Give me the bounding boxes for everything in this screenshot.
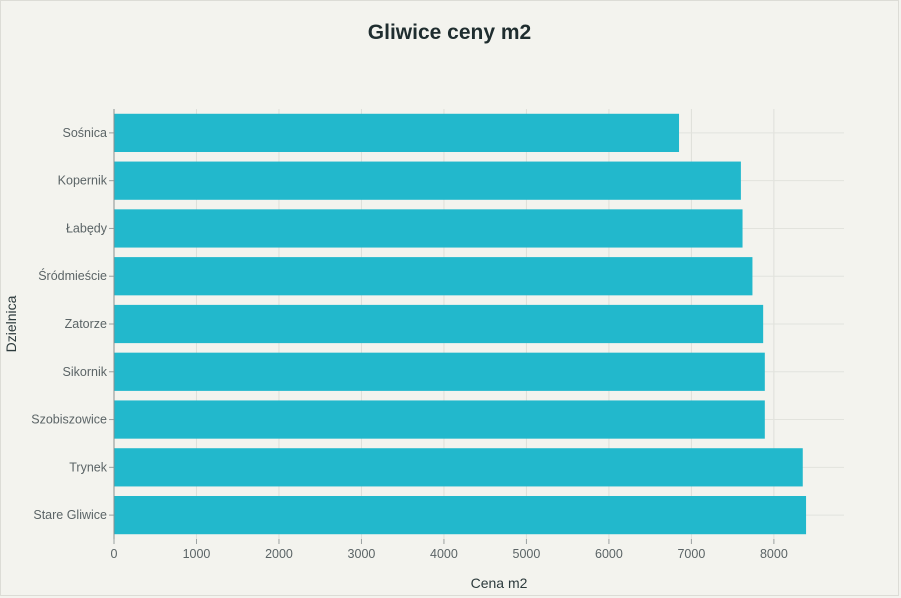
- y-axis-title: Dzielnica: [3, 295, 19, 352]
- bar[interactable]: [114, 161, 741, 200]
- chart-title: Gliwice ceny m2: [367, 21, 532, 44]
- x-axis-title: Cena m2: [471, 575, 528, 591]
- y-tick-label: Stare Gliwice: [33, 508, 107, 522]
- bar[interactable]: [114, 400, 765, 439]
- y-tick-label: Sośnica: [63, 126, 108, 140]
- x-tick-label: 7000: [677, 547, 705, 561]
- x-tick-label: 6000: [595, 547, 623, 561]
- x-tick-label: 5000: [513, 547, 541, 561]
- bar[interactable]: [114, 304, 764, 344]
- bar[interactable]: [114, 448, 803, 487]
- y-tick-label: Zatorze: [65, 317, 107, 331]
- bar[interactable]: [114, 113, 680, 152]
- x-tick-label: 4000: [430, 547, 458, 561]
- y-tick-label: Sikornik: [63, 365, 108, 379]
- bar[interactable]: [114, 257, 753, 296]
- y-tick-label: Trynek: [69, 460, 107, 474]
- y-tick-label: Kopernik: [58, 174, 108, 188]
- x-tick-label: 2000: [265, 547, 293, 561]
- x-tick-label: 8000: [760, 547, 788, 561]
- bar[interactable]: [114, 352, 765, 391]
- bar[interactable]: [114, 209, 743, 248]
- y-tick-label: Śródmieście: [38, 268, 107, 283]
- x-tick-label: 0: [111, 547, 118, 561]
- y-tick-label: Łabędy: [66, 221, 108, 235]
- y-tick-label: Szobiszowice: [31, 413, 107, 427]
- x-tick-label: 3000: [348, 547, 376, 561]
- bar[interactable]: [114, 496, 807, 535]
- x-tick-label: 1000: [183, 547, 211, 561]
